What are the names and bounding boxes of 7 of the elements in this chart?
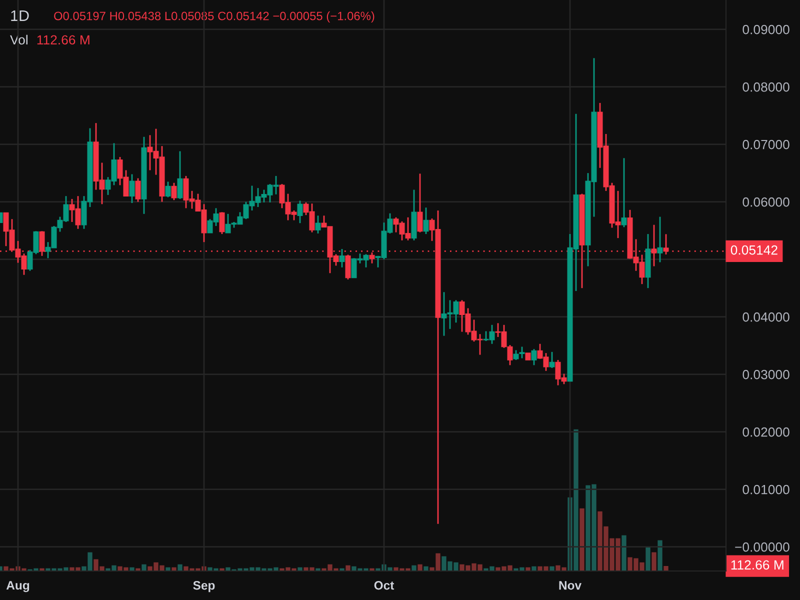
text: O0.05197 H0.05438 L0.05085 C0.05142 −0.00055 (−1.06%) <box>54 11 374 23</box>
y-tick-label: 0.09000 <box>742 24 790 34</box>
text: 1D <box>11 10 29 21</box>
x-tick-label: Oct <box>374 581 394 590</box>
x-tick-label: Aug <box>6 581 30 592</box>
x-tick-label: Sep <box>193 581 215 592</box>
x-tick-label: Nov <box>559 581 582 590</box>
